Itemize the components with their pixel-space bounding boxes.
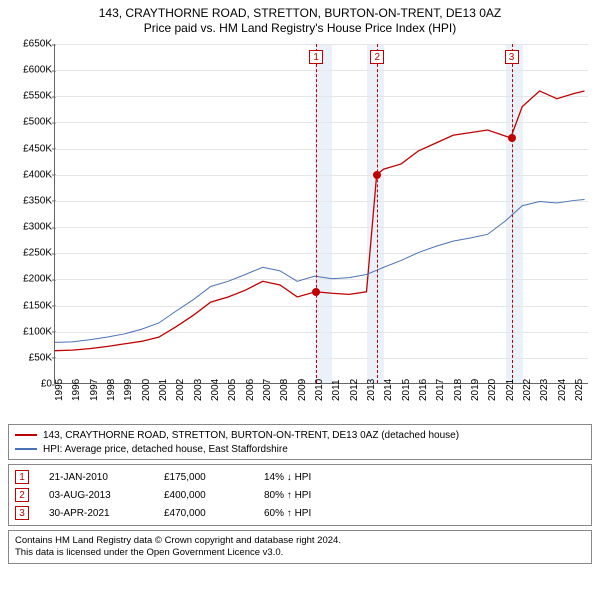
transaction-vs-hpi: 80% ↑ HPI <box>264 490 311 501</box>
y-tick-label: £600K <box>8 65 52 76</box>
x-tick-label: 2025 <box>574 379 585 401</box>
x-tick-label: 2017 <box>435 379 446 401</box>
title-line-1: 143, CRAYTHORNE ROAD, STRETTON, BURTON-O… <box>8 6 592 21</box>
y-tick-label: £500K <box>8 117 52 128</box>
transaction-row: 3 30-APR-2021 £470,000 60% ↑ HPI <box>15 504 585 522</box>
x-tick-label: 2002 <box>175 379 186 401</box>
transaction-vs-hpi: 60% ↑ HPI <box>264 508 311 519</box>
transaction-badge: 1 <box>15 470 29 484</box>
transaction-vs-hpi: 14% ↓ HPI <box>264 472 311 483</box>
x-tick-label: 2015 <box>401 379 412 401</box>
x-tick-label: 2003 <box>193 379 204 401</box>
x-tick-label: 2011 <box>331 379 342 401</box>
event-marker-badge: 2 <box>370 50 384 64</box>
legend-row: HPI: Average price, detached house, East… <box>15 442 585 456</box>
x-tick-label: 2024 <box>557 379 568 401</box>
legend-swatch <box>15 434 37 436</box>
license-line-2: This data is licensed under the Open Gov… <box>15 547 585 559</box>
legend-row: 143, CRAYTHORNE ROAD, STRETTON, BURTON-O… <box>15 428 585 442</box>
chart-title: 143, CRAYTHORNE ROAD, STRETTON, BURTON-O… <box>8 6 592 36</box>
transaction-price: £175,000 <box>164 472 244 483</box>
x-tick-label: 2000 <box>141 379 152 401</box>
chart: £0 £50K £100K £150K £200K £250K £300K £350K £400… <box>8 40 592 420</box>
sale-dot <box>373 171 381 179</box>
transaction-price: £470,000 <box>164 508 244 519</box>
x-tick-label: 1998 <box>106 379 117 401</box>
legend-label: 143, CRAYTHORNE ROAD, STRETTON, BURTON-O… <box>43 430 459 441</box>
transactions-table: 1 21-JAN-2010 £175,000 14% ↓ HPI 2 03-AUG-201… <box>8 464 592 526</box>
x-tick-label: 2004 <box>210 379 221 401</box>
x-tick-label: 2008 <box>279 379 290 401</box>
series-layer <box>55 44 588 383</box>
event-marker-badge: 1 <box>309 50 323 64</box>
transaction-row: 2 03-AUG-2013 £400,000 80% ↑ HPI <box>15 486 585 504</box>
y-tick-label: £250K <box>8 248 52 259</box>
transaction-date: 21-JAN-2010 <box>49 472 144 483</box>
x-tick-label: 2023 <box>539 379 550 401</box>
x-tick-label: 2010 <box>314 379 325 401</box>
transaction-price: £400,000 <box>164 490 244 501</box>
y-tick-label: £200K <box>8 274 52 285</box>
title-line-2: Price paid vs. HM Land Registry's House … <box>8 21 592 36</box>
y-tick-label: £0 <box>8 379 52 390</box>
y-tick-label: £400K <box>8 169 52 180</box>
event-marker-line <box>377 44 378 383</box>
x-tick-label: 2013 <box>366 379 377 401</box>
legend: 143, CRAYTHORNE ROAD, STRETTON, BURTON-O… <box>8 424 592 460</box>
x-tick-label: 2016 <box>418 379 429 401</box>
legend-swatch <box>15 448 37 450</box>
x-tick-label: 2022 <box>522 379 533 401</box>
x-tick-label: 2009 <box>297 379 308 401</box>
y-tick-label: £300K <box>8 222 52 233</box>
x-tick-label: 2012 <box>349 379 360 401</box>
y-tick-label: £50K <box>8 352 52 363</box>
sale-dot <box>312 288 320 296</box>
transaction-row: 1 21-JAN-2010 £175,000 14% ↓ HPI <box>15 468 585 486</box>
x-tick-label: 2007 <box>262 379 273 401</box>
series-hpi <box>55 199 585 342</box>
y-tick-label: £650K <box>8 39 52 50</box>
transaction-date: 30-APR-2021 <box>49 508 144 519</box>
transaction-badge: 2 <box>15 488 29 502</box>
x-tick-label: 2020 <box>487 379 498 401</box>
x-tick-label: 2006 <box>245 379 256 401</box>
event-marker-line <box>316 44 317 383</box>
transaction-badge: 3 <box>15 506 29 520</box>
y-tick-label: £550K <box>8 91 52 102</box>
legend-label: HPI: Average price, detached house, East… <box>43 444 288 455</box>
x-tick-label: 1995 <box>54 379 65 401</box>
event-marker-line <box>512 44 513 383</box>
x-tick-label: 2019 <box>470 379 481 401</box>
x-tick-label: 2005 <box>227 379 238 401</box>
y-tick-label: £100K <box>8 326 52 337</box>
x-tick-label: 2021 <box>505 379 516 401</box>
license-line-1: Contains HM Land Registry data © Crown c… <box>15 535 585 547</box>
x-tick-label: 1999 <box>123 379 134 401</box>
sale-dot <box>508 134 516 142</box>
transaction-date: 03-AUG-2013 <box>49 490 144 501</box>
x-tick-label: 1997 <box>89 379 100 401</box>
x-tick-label: 2014 <box>383 379 394 401</box>
y-tick-label: £350K <box>8 195 52 206</box>
y-tick-label: £150K <box>8 300 52 311</box>
x-tick-label: 2001 <box>158 379 169 401</box>
y-tick-label: £450K <box>8 143 52 154</box>
x-tick-label: 2018 <box>453 379 464 401</box>
page-root: { "title": { "line1": "143, CRAYTHORNE R… <box>0 0 600 590</box>
plot-area: 1 2 3 <box>54 44 588 384</box>
event-marker-badge: 3 <box>505 50 519 64</box>
x-tick-label: 1996 <box>71 379 82 401</box>
license-notice: Contains HM Land Registry data © Crown c… <box>8 530 592 564</box>
